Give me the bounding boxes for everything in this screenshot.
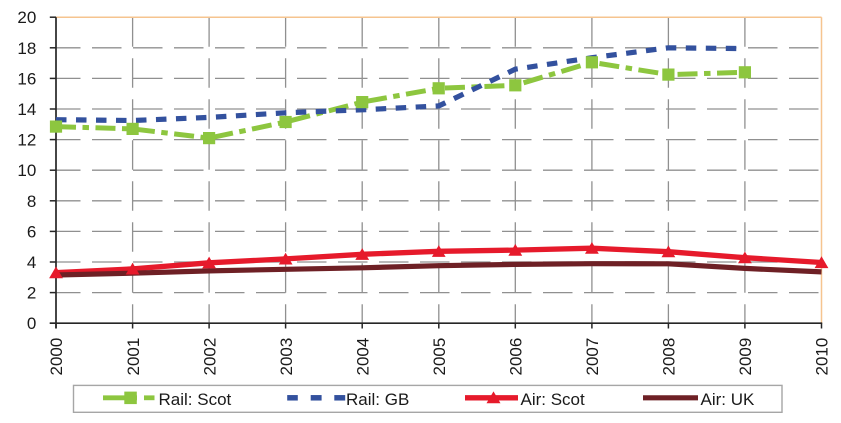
svg-text:2001: 2001 bbox=[124, 338, 143, 376]
svg-text:2004: 2004 bbox=[353, 338, 372, 376]
svg-text:18: 18 bbox=[17, 39, 36, 58]
svg-text:2: 2 bbox=[27, 284, 36, 303]
svg-text:10: 10 bbox=[17, 161, 36, 180]
svg-text:0: 0 bbox=[27, 314, 36, 333]
svg-text:2006: 2006 bbox=[507, 338, 526, 376]
svg-text:2005: 2005 bbox=[430, 338, 449, 376]
svg-text:6: 6 bbox=[27, 222, 36, 241]
svg-text:20: 20 bbox=[17, 8, 36, 27]
svg-text:14: 14 bbox=[17, 100, 36, 119]
svg-text:4: 4 bbox=[27, 253, 36, 272]
svg-text:Air: UK: Air: UK bbox=[701, 390, 756, 409]
svg-text:2007: 2007 bbox=[583, 338, 602, 376]
svg-text:12: 12 bbox=[17, 131, 36, 150]
svg-text:16: 16 bbox=[17, 69, 36, 88]
svg-text:Rail: GB: Rail: GB bbox=[346, 390, 409, 409]
svg-text:2000: 2000 bbox=[47, 338, 66, 376]
svg-text:2010: 2010 bbox=[813, 338, 832, 376]
svg-text:Air: Scot: Air: Scot bbox=[521, 390, 586, 409]
svg-text:2002: 2002 bbox=[200, 338, 219, 376]
svg-text:8: 8 bbox=[27, 192, 36, 211]
svg-text:Rail: Scot: Rail: Scot bbox=[159, 390, 232, 409]
svg-text:2008: 2008 bbox=[660, 338, 679, 376]
svg-text:2003: 2003 bbox=[277, 338, 296, 376]
svg-text:2009: 2009 bbox=[736, 338, 755, 376]
